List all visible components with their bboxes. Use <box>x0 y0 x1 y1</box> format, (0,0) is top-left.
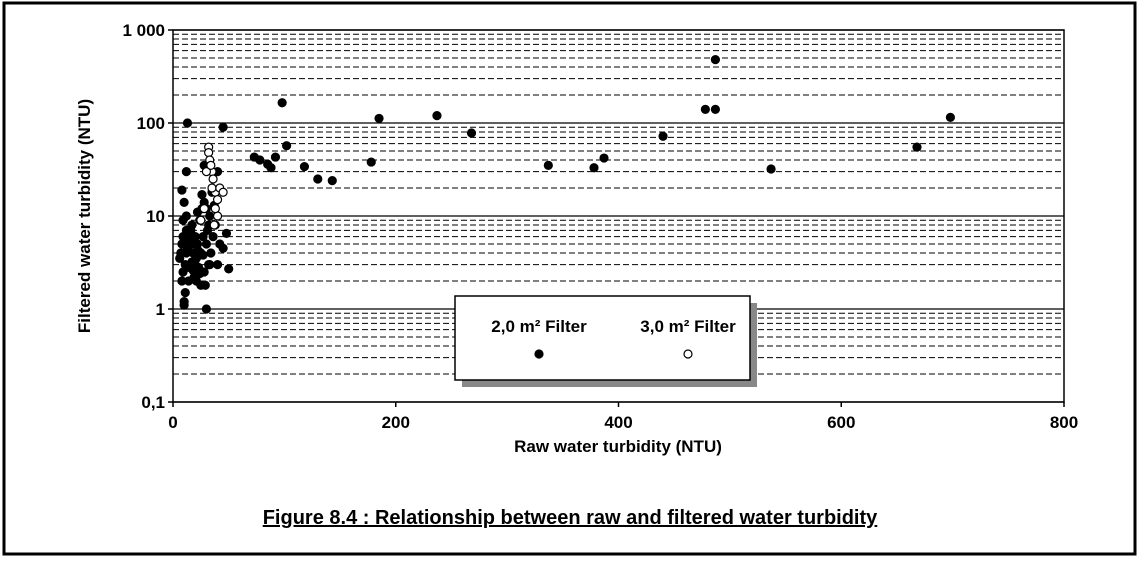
filled-point <box>197 189 207 200</box>
open-point <box>210 204 220 214</box>
filled-point <box>282 141 292 151</box>
filled-point <box>182 239 193 249</box>
legend-box <box>454 295 751 381</box>
open-point <box>196 215 206 225</box>
open-point <box>199 204 209 214</box>
filled-point <box>912 142 922 152</box>
filled-point <box>224 264 234 274</box>
filled-point <box>215 239 225 249</box>
filled-point <box>255 155 265 165</box>
filled-point <box>366 157 376 167</box>
filled-point <box>270 152 281 162</box>
filled-point <box>374 113 384 124</box>
filled-point <box>198 232 208 242</box>
filled-point <box>188 265 198 276</box>
open-point <box>207 183 217 193</box>
filled-point <box>181 248 191 258</box>
legend-label: 2,0 m² Filter <box>491 317 587 336</box>
legend-label: 3,0 m² Filter <box>640 317 736 336</box>
filled-point <box>180 288 190 298</box>
filled-point <box>543 160 553 171</box>
filled-point <box>201 304 212 314</box>
x-tick-label: 400 <box>604 413 632 432</box>
filled-point <box>589 163 599 173</box>
chart-title: Figure 8.4 : Relationship between raw an… <box>263 507 878 529</box>
filled-point <box>179 300 189 310</box>
x-tick-label: 600 <box>827 413 855 432</box>
filled-point <box>186 225 196 236</box>
filled-point <box>299 161 310 172</box>
filled-point <box>766 164 776 174</box>
filled-point <box>658 131 668 141</box>
filled-point <box>221 228 232 238</box>
filled-point <box>466 128 477 138</box>
filled-point <box>206 248 216 258</box>
x-tick-label: 800 <box>1050 413 1078 432</box>
open-point <box>212 195 223 205</box>
open-point <box>218 187 228 197</box>
filled-point <box>945 112 955 122</box>
filled-point <box>208 232 218 242</box>
y-tick-label: 10 <box>146 207 165 226</box>
y-axis-label: Filtered water turbidity (NTU) <box>75 99 94 333</box>
filled-point <box>196 280 206 290</box>
plot-frame <box>172 29 1065 403</box>
filled-point <box>313 174 323 184</box>
filled-point <box>177 276 187 286</box>
filled-point <box>201 239 212 249</box>
filled-point <box>327 176 337 186</box>
filled-point <box>177 185 187 195</box>
filled-point <box>181 167 191 177</box>
filled-point <box>700 104 710 115</box>
filled-point <box>179 197 189 208</box>
filled-point <box>198 250 208 260</box>
open-point <box>204 148 214 158</box>
open-point <box>683 349 693 359</box>
legend: 2,0 m² Filter 3,0 m² Filter <box>454 295 757 387</box>
x-tick-label: 200 <box>382 413 410 432</box>
filled-point <box>182 118 193 128</box>
y-tick-label: 100 <box>137 114 165 133</box>
filled-point <box>205 260 215 270</box>
filled-point <box>432 111 442 121</box>
filled-point <box>212 260 223 270</box>
y-tick-label: 1 000 <box>122 21 165 40</box>
x-tick-label: 0 <box>168 413 177 432</box>
filled-point <box>178 232 188 242</box>
legend-markers <box>534 349 693 359</box>
open-point <box>208 174 218 184</box>
y-tick-label: 1 <box>156 300 165 319</box>
open-point <box>206 160 216 171</box>
x-axis-label: Raw water turbidity (NTU) <box>514 437 722 456</box>
filled-point <box>710 104 720 115</box>
filled-point <box>599 153 609 163</box>
marks <box>175 55 955 314</box>
y-tick-label: 0,1 <box>141 393 165 412</box>
open-point <box>201 167 212 177</box>
filled-point <box>266 163 276 173</box>
filled-point <box>181 211 191 221</box>
filled-point <box>277 98 287 108</box>
open-point <box>209 220 219 230</box>
filled-point <box>534 349 544 359</box>
filled-point <box>710 55 720 65</box>
filled-point <box>218 122 228 132</box>
